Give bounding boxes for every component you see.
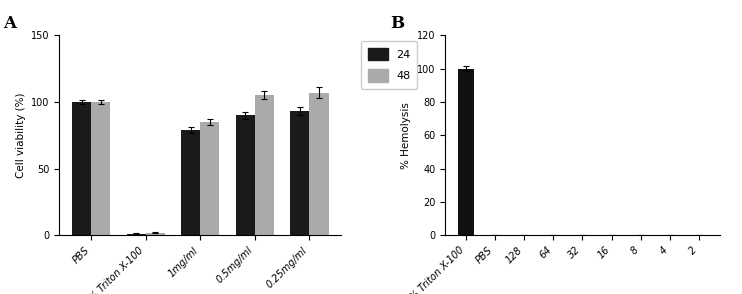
Bar: [255, 95, 274, 235]
Bar: [91, 102, 111, 235]
Y-axis label: % Hemolysis: % Hemolysis: [401, 102, 411, 169]
Bar: [72, 102, 91, 235]
Bar: [145, 233, 165, 235]
Bar: [200, 122, 220, 235]
Bar: [290, 111, 309, 235]
Text: B: B: [390, 15, 404, 32]
Bar: [458, 69, 473, 235]
Y-axis label: Cell viability (%): Cell viability (%): [16, 93, 25, 178]
Bar: [181, 130, 200, 235]
Bar: [309, 93, 329, 235]
Bar: [127, 234, 145, 235]
Text: A: A: [3, 15, 16, 32]
Bar: [236, 115, 255, 235]
Legend: 24, 48: 24, 48: [361, 41, 418, 89]
